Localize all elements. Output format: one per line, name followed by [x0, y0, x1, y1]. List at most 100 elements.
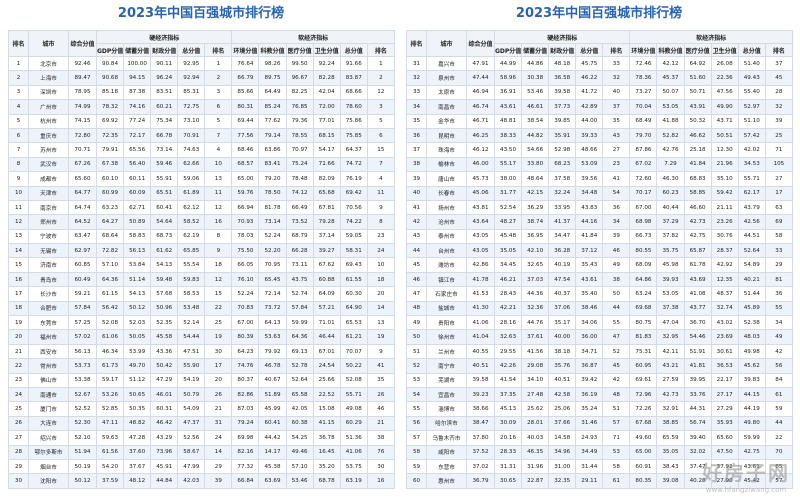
table-cell: 41.06 [466, 315, 495, 331]
table-cell: 72.96 [629, 386, 658, 403]
table-cell: 46.62 [683, 127, 712, 144]
table-cell: 74.22 [339, 214, 368, 230]
table-head: 排名 城市 综合分值 硬经济指标 软经济指标 GDP分值 储蓄分值 财政分值 总分值 排名 环境分值… [8, 30, 395, 57]
table-cell: 74.16 [123, 99, 152, 115]
table-cell: 28.33 [493, 444, 523, 460]
table-cell: 70.17 [629, 185, 658, 201]
table-cell: 45.73 [466, 171, 495, 187]
table-cell: 80.75 [629, 315, 658, 331]
table-cell: 70.93 [231, 214, 260, 230]
table-cell: 3 [8, 84, 29, 101]
table-row: 32 泉州市 47.44 58.96 30.38 36.58 46.22 32 78.36 45.… [406, 70, 793, 86]
table-cell: 39 [406, 171, 427, 187]
table-cell: 37 [406, 142, 427, 158]
table-cell: 77.56 [231, 127, 260, 144]
table-cell: 51.10 [737, 113, 766, 129]
table-cell: 53.99 [123, 343, 152, 360]
table-cell: 37.52 [466, 444, 495, 460]
table-row: 20 福州市 57.02 61.06 50.05 45.58 54.44 19 80.39 53.… [8, 329, 395, 345]
table-cell: 46.61 [521, 99, 550, 115]
table-cell: 39.95 [683, 372, 712, 388]
column-header: 医疗分值 [683, 43, 712, 57]
table-cell: 9 [204, 243, 233, 259]
table-cell: 63.86 [258, 142, 287, 158]
table-cell: 63.47 [68, 228, 97, 245]
column-header: 财政分值 [150, 43, 179, 57]
column-header: 医疗分值 [285, 43, 314, 57]
table-row: 10 天津市 64.77 60.99 60.09 65.51 61.89 11 59.76 78.… [8, 185, 395, 201]
table-cell: 盐城市 [426, 300, 467, 317]
table-cell: 78.36 [629, 70, 658, 86]
table-cell: 41.84 [683, 156, 712, 173]
table-cell: 71.01 [312, 315, 341, 331]
table-cell: 47.11 [95, 415, 125, 432]
table-cell: 36.79 [466, 473, 495, 489]
table-cell: 12 [8, 214, 29, 230]
table-cell: 33 [406, 84, 427, 101]
table-cell: 30 [8, 473, 29, 489]
table-cell: 50.07 [656, 84, 685, 101]
table-cell: 8 [204, 228, 233, 245]
table-cell: 53.84 [123, 257, 152, 273]
table-cell: 39.58 [466, 372, 495, 388]
table-cell: 82.16 [231, 444, 260, 460]
table-cell: 35.75 [656, 243, 685, 259]
table-cell: 60.11 [123, 171, 152, 187]
column-header: 环境分值 [629, 43, 658, 57]
table-cell: 48.82 [123, 415, 152, 432]
table-title: 2023年中国百强城市排行榜 [117, 6, 285, 21]
table-cell: 87.03 [231, 401, 260, 417]
table-cell: 66.84 [231, 473, 260, 489]
table-cell: 44.31 [683, 401, 712, 417]
table-cell: 53 [406, 372, 427, 388]
table-cell: 55.71 [339, 386, 368, 403]
table-cell: 40.19 [548, 257, 577, 273]
table-cell: 35 [406, 113, 427, 129]
table-cell: 25 [204, 315, 233, 331]
table-cell: 47.44 [466, 70, 495, 86]
table-cell: 25.06 [548, 401, 577, 417]
table-cell: 37.12 [575, 243, 604, 259]
table-cell: 96.24 [150, 70, 179, 86]
table-cell: 15.08 [312, 401, 341, 417]
table-cell: 57.25 [68, 315, 97, 331]
table-cell: 27.17 [710, 386, 739, 403]
table-cell: 55.17 [493, 156, 523, 173]
column-header: 排名 [764, 43, 793, 57]
table-cell: 63.23 [95, 199, 125, 216]
table-cell: 59.05 [339, 228, 368, 245]
table-cell: 32.35 [548, 473, 577, 489]
table-cell: 20 [366, 286, 395, 302]
table-cell: 西安市 [28, 343, 69, 360]
table-cell: 35.17 [548, 315, 577, 331]
table-cell: 28.01 [521, 415, 550, 432]
table-cell: 79.14 [258, 127, 287, 144]
table-cell: 32 [406, 70, 427, 86]
table-cell: 15 [204, 286, 233, 302]
table-cell: 46.94 [466, 84, 495, 101]
table-cell: 52.38 [737, 315, 766, 331]
table-cell: 46.34 [95, 343, 125, 360]
table-cell: 53.38 [68, 372, 97, 388]
table-cell: 52.24 [258, 228, 287, 245]
table-cell: 12 [204, 199, 233, 216]
table-cell: 7 [204, 127, 233, 144]
table-cell: 48 [602, 386, 631, 403]
table-cell: 60.85 [68, 257, 97, 273]
table-row: 36 昆明市 46.25 38.33 44.82 35.91 39.33 43 79.70 52.… [406, 127, 793, 144]
table-cell: 南通市 [28, 386, 69, 403]
table-cell: 26.08 [710, 55, 739, 72]
table-cell: 17 [204, 358, 233, 374]
table-cell: 39.27 [312, 243, 341, 259]
table-cell: 48.03 [737, 329, 766, 345]
table-cell: 72.35 [95, 127, 125, 144]
table-cell: 45.89 [737, 300, 766, 317]
table-cell: 30.09 [493, 415, 523, 432]
table-cell: 37.02 [466, 458, 495, 475]
table-cell: 22.17 [710, 372, 739, 388]
table-cell: 39.83 [737, 372, 766, 388]
table-cell: 54.17 [312, 142, 341, 158]
table-cell: 47.56 [710, 84, 739, 101]
table-cell: 56.40 [123, 156, 152, 173]
table-cell: 57.10 [95, 257, 125, 273]
